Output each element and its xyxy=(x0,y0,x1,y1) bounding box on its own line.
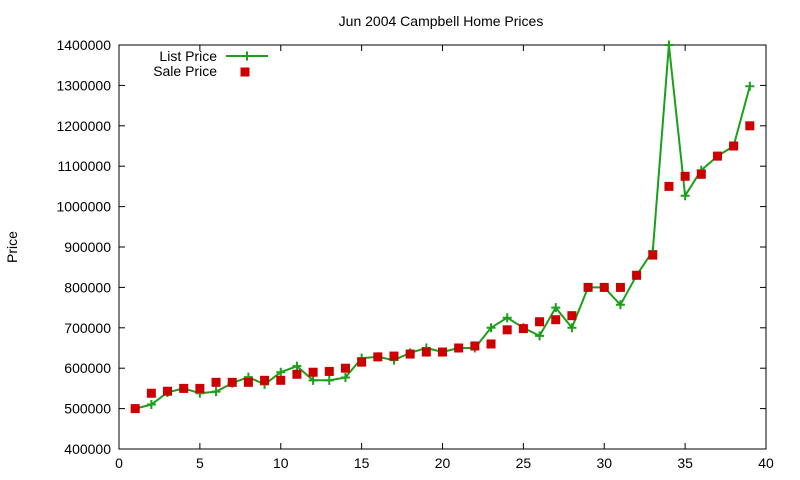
point-sale-price xyxy=(583,282,593,292)
y-tick-label: 1400000 xyxy=(56,37,111,53)
point-sale-price xyxy=(567,311,577,321)
point-sale-price xyxy=(130,404,140,414)
y-tick-label: 1100000 xyxy=(58,158,112,174)
y-tick-label: 1300000 xyxy=(56,77,111,93)
point-sale-price xyxy=(163,386,173,396)
point-sale-price xyxy=(211,377,221,387)
point-list-price xyxy=(340,372,350,382)
point-list-price xyxy=(324,375,334,385)
point-sale-price xyxy=(373,352,383,362)
point-sale-price xyxy=(405,349,415,359)
point-sale-price xyxy=(308,367,318,377)
x-tick-label: 30 xyxy=(596,455,612,471)
x-tick-label: 0 xyxy=(115,455,123,471)
chart-title: Jun 2004 Campbell Home Prices xyxy=(339,13,544,29)
point-sale-price xyxy=(551,315,561,325)
point-sale-price xyxy=(195,383,205,393)
point-sale-price xyxy=(454,343,464,353)
y-axis-label: Price xyxy=(4,231,20,263)
point-sale-price xyxy=(518,324,528,334)
point-list-price xyxy=(551,303,561,313)
point-list-price xyxy=(502,313,512,323)
point-sale-price xyxy=(599,282,609,292)
point-sale-price xyxy=(292,369,302,379)
plot-area: 0 5 10 15 20 25 30 35 40 400000 500000 600000 700000… xyxy=(56,37,774,471)
x-tick-label: 40 xyxy=(758,455,774,471)
legend-marker-list-price xyxy=(242,51,252,61)
point-sale-price xyxy=(696,169,706,179)
point-list-price xyxy=(292,361,302,371)
point-sale-price xyxy=(648,250,658,260)
point-sale-price xyxy=(179,383,189,393)
legend-marker-sale-price xyxy=(240,67,250,77)
point-list-price xyxy=(535,331,545,341)
point-list-price xyxy=(615,300,625,310)
point-list-price xyxy=(146,400,156,410)
legend: List Price Sale Price xyxy=(153,48,268,79)
point-list-price xyxy=(745,81,755,91)
point-list-price xyxy=(211,387,221,397)
legend-label-list-price: List Price xyxy=(159,48,217,64)
y-tick-label: 800000 xyxy=(64,279,111,295)
point-sale-price xyxy=(260,375,270,385)
point-sale-price xyxy=(421,347,431,357)
x-tick-label: 10 xyxy=(273,455,289,471)
point-sale-price xyxy=(227,377,237,387)
point-sale-price xyxy=(324,366,334,376)
point-list-price xyxy=(276,367,286,377)
y-tick-label: 700000 xyxy=(64,320,111,336)
y-tick-label: 1000000 xyxy=(56,199,111,215)
point-sale-price xyxy=(276,375,286,385)
point-sale-price xyxy=(535,317,545,327)
point-list-price xyxy=(567,323,577,333)
point-sale-price xyxy=(745,121,755,131)
point-sale-price xyxy=(502,325,512,335)
x-tick-label: 25 xyxy=(516,455,532,471)
point-sale-price xyxy=(680,171,690,181)
point-sale-price xyxy=(243,377,253,387)
point-list-price xyxy=(486,323,496,333)
point-sale-price xyxy=(712,151,722,161)
point-sale-price xyxy=(470,341,480,351)
legend-label-sale-price: Sale Price xyxy=(153,63,217,79)
x-tick-label: 35 xyxy=(677,455,693,471)
point-sale-price xyxy=(389,351,399,361)
point-list-price xyxy=(664,40,674,50)
y-tick-label: 600000 xyxy=(64,360,111,376)
point-sale-price xyxy=(438,347,447,357)
y-tick-label: 400000 xyxy=(64,441,111,457)
point-sale-price xyxy=(146,388,156,398)
point-sale-price xyxy=(632,270,642,280)
x-tick-label: 5 xyxy=(196,455,204,471)
y-tick-label: 1200000 xyxy=(56,118,111,134)
point-sale-price xyxy=(340,363,350,373)
point-sale-price xyxy=(486,339,496,349)
point-list-price xyxy=(680,191,690,201)
x-tick-label: 20 xyxy=(435,455,451,471)
y-tick-label: 900000 xyxy=(64,239,111,255)
point-sale-price xyxy=(729,141,739,151)
point-sale-price xyxy=(615,282,625,292)
y-tick-label: 500000 xyxy=(64,401,111,417)
x-tick-label: 15 xyxy=(354,455,370,471)
point-list-price xyxy=(308,375,318,385)
point-sale-price xyxy=(357,357,367,367)
point-sale-price xyxy=(664,181,674,191)
